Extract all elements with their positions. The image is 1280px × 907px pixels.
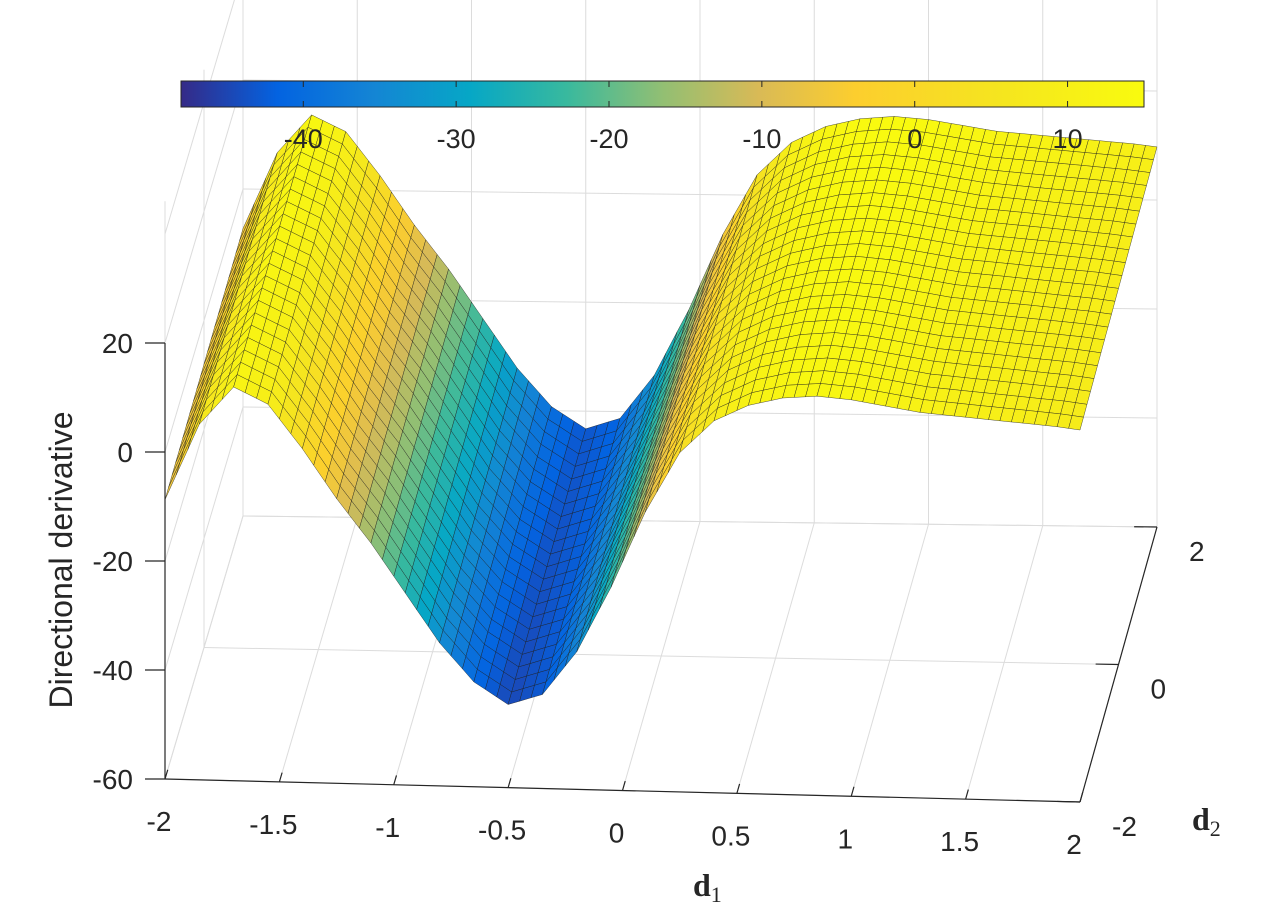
colorbar-tick-label: -30	[437, 124, 476, 154]
y-tick	[1057, 800, 1081, 803]
colorbar-gradient	[180, 80, 1145, 108]
x-axis-title: d1	[693, 867, 722, 907]
x-tick	[393, 775, 398, 785]
x-tick-label: -2	[147, 806, 172, 837]
x-tick-label: -0.5	[478, 815, 526, 846]
x-tick	[736, 783, 741, 794]
floor-gridline-d2	[203, 647, 1119, 665]
colorbar-tick-label: 10	[1053, 124, 1083, 154]
x-tick	[164, 769, 169, 780]
x-tick-label: -1	[375, 812, 400, 843]
colorbar-tick-label: -40	[284, 124, 323, 154]
x-tick	[507, 778, 512, 788]
x-tick	[1079, 792, 1084, 803]
x-tick	[965, 789, 969, 800]
y-axis-title: d2	[1192, 801, 1221, 841]
surface-mesh	[164, 114, 1158, 705]
x-tick-label: 0	[609, 818, 625, 849]
surface-face	[168, 449, 184, 488]
z-tick-label: -60	[93, 764, 133, 795]
x-tick-label: -1.5	[249, 809, 297, 840]
x-tick	[621, 780, 626, 791]
colorbar-tick-label: -20	[589, 124, 628, 154]
colorbar: -40 -30 -20 -10 0 10	[180, 80, 1145, 154]
x-tick-label: 0.5	[711, 820, 750, 851]
z-axis-title: Directional derivative	[43, 411, 79, 708]
x-tick	[850, 786, 855, 797]
colorbar-tick-label: -10	[742, 124, 781, 154]
z-tick-label: -40	[93, 655, 133, 686]
surface-face	[164, 462, 181, 500]
z-tick-label: 20	[102, 328, 133, 359]
y-tick-label: 0	[1151, 674, 1167, 705]
colorbar-tick-label: 0	[907, 124, 922, 154]
z-tick-label: 0	[117, 437, 133, 468]
x-tick	[278, 772, 283, 783]
y-tick-label: 2	[1189, 536, 1205, 567]
y-tick-label: -2	[1112, 811, 1137, 842]
x-tick-label: 1	[837, 823, 853, 854]
surface-face	[1068, 415, 1084, 431]
x-tick-label: 1.5	[940, 826, 979, 857]
colorbar-ticks: -40 -30 -20 -10 0 10	[284, 81, 1083, 154]
z-tick-label: -20	[93, 546, 133, 577]
x-tick-label: 2	[1066, 829, 1082, 860]
